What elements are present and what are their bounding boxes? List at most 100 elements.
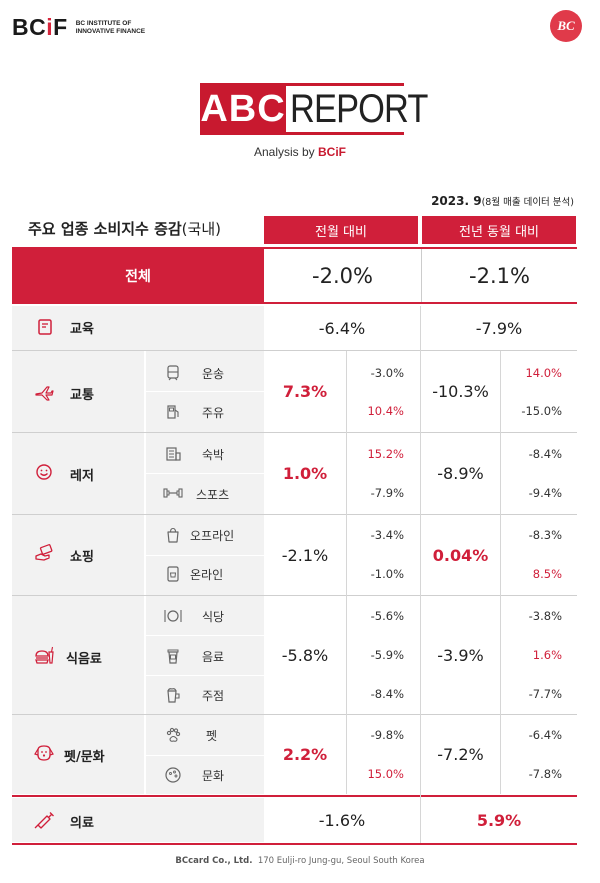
pet-sub1-mom: -9.8% (370, 728, 404, 742)
total-label: 전체 (12, 249, 264, 302)
sub-row-line (146, 675, 264, 676)
pet-sub1-yoy: -6.4% (528, 728, 562, 742)
food-sub3-mom: -8.4% (370, 687, 404, 701)
pet-mom: 2.2% (282, 745, 328, 764)
total-yoy: -2.1% (469, 263, 530, 288)
sub-label-food-1: 식당 (202, 610, 225, 624)
leisure-sub1-yoy: -8.4% (528, 447, 562, 461)
sub-row-line (146, 473, 264, 474)
hotel-icon (162, 443, 184, 465)
sub-row-line (146, 391, 264, 392)
medical-mom: -1.6% (318, 810, 366, 830)
culture-icon (162, 764, 184, 786)
food-sub2-mom: -5.9% (370, 648, 404, 662)
dog-icon (32, 742, 56, 764)
pet-sub2-mom: 15.0% (367, 767, 404, 781)
analysis-by: Analysis by BCiF (253, 145, 347, 159)
shopping-sub1-mom: -3.4% (370, 528, 404, 542)
leisure-sub1-mom: 15.2% (367, 447, 404, 461)
report-date: 2023. 9(8월 매출 데이터 분석) (431, 194, 574, 208)
sub-label-shopping-2: 온라인 (190, 568, 224, 582)
sub-label-leisure-1: 숙박 (202, 448, 225, 462)
train-icon (162, 362, 184, 384)
syringe-icon (32, 809, 56, 831)
abc-report-title: ABC REPORT (200, 80, 428, 138)
bc-card-logo: BC (550, 10, 582, 42)
sub-label-shopping-1: 오프라인 (190, 529, 235, 543)
yoy-sub-divider (500, 351, 501, 794)
col-header-mom: 전월 대비 (264, 216, 418, 244)
education-mom: -6.4% (318, 318, 366, 338)
food-sub1-yoy: -3.8% (528, 609, 562, 623)
sub-divider (144, 351, 146, 794)
mobile-shop-icon (162, 563, 184, 585)
transport-mom: 7.3% (282, 382, 328, 401)
col-header-yoy: 전년 동월 대비 (422, 216, 576, 244)
food-sub2-yoy: 1.6% (532, 648, 562, 662)
footer: BCcard Co., Ltd. 170 Eulji-ro Jung-gu, S… (175, 856, 425, 866)
transport-sub2-mom: 10.4% (367, 404, 404, 418)
plate-icon (162, 605, 184, 627)
col-divider (420, 306, 421, 843)
total-mom: -2.0% (264, 249, 422, 302)
mom-sub-divider (346, 351, 347, 794)
education-label: 교육 (70, 322, 94, 337)
food-sub3-yoy: -7.7% (528, 687, 562, 701)
row-line (12, 714, 577, 715)
shopping-bag-icon (162, 524, 184, 546)
bcif-brand: BCiF BC INSTITUTE OF INNOVATIVE FINANCE (12, 14, 146, 41)
sub-row-line (146, 755, 264, 756)
sub-label-transport-2: 주유 (202, 406, 225, 420)
table-title: 주요 업종 소비지수 증감(국내) (28, 220, 221, 238)
transport-sub2-yoy: -15.0% (521, 404, 562, 418)
shopping-sub2-mom: -1.0% (370, 567, 404, 581)
food-sub1-mom: -5.6% (370, 609, 404, 623)
fuel-icon (162, 401, 184, 423)
medical-label: 의료 (70, 816, 94, 831)
leisure-mom: 1.0% (282, 464, 328, 483)
transport-sub1-yoy: 14.0% (525, 366, 562, 380)
sub-row-line (146, 555, 264, 556)
bcif-logo: BCiF (12, 14, 68, 40)
sub-row-line (146, 635, 264, 636)
sub-label-transport-1: 운송 (202, 367, 225, 381)
bcif-subtitle: BC INSTITUTE OF INNOVATIVE FINANCE (75, 19, 146, 35)
pet-sub2-yoy: -7.8% (528, 767, 562, 781)
food-yoy: -3.9% (437, 645, 484, 665)
row-line-accent (12, 795, 577, 797)
transport-yoy: -10.3% (432, 382, 489, 401)
title-rule-bottom (286, 132, 404, 135)
beer-icon (162, 684, 184, 706)
pet-bg (12, 715, 264, 794)
sub-label-pet-2: 문화 (202, 769, 225, 783)
coffee-cup-icon (162, 645, 184, 667)
shopping-label: 쇼핑 (70, 550, 94, 565)
report-word: REPORT (290, 87, 428, 131)
airplane-icon (32, 381, 56, 405)
education-bg (12, 306, 264, 350)
food-label: 식음료 (66, 652, 102, 667)
paw-icon (162, 724, 184, 746)
leisure-yoy: -8.9% (437, 464, 484, 483)
leisure-sub2-yoy: -9.4% (528, 486, 562, 500)
transport-label: 교통 (70, 388, 94, 403)
smile-icon (33, 461, 55, 483)
sub-label-food-3: 주점 (202, 689, 225, 703)
pet-label: 펫/문화 (64, 750, 105, 765)
shopping-mom: -2.1% (281, 545, 329, 565)
sub-label-leisure-2: 스포츠 (196, 488, 230, 502)
dumbbell-icon (160, 482, 186, 504)
food-mom: -5.8% (281, 645, 329, 665)
medical-bg (12, 798, 264, 842)
table-bottom-line (12, 843, 577, 845)
medical-yoy: 5.9% (476, 810, 522, 830)
transport-sub1-mom: -3.0% (370, 366, 404, 380)
sub-label-food-2: 음료 (202, 650, 225, 664)
shopping-sub1-yoy: -8.3% (528, 528, 562, 542)
education-yoy: -7.9% (475, 318, 523, 338)
leisure-sub2-mom: -7.9% (370, 486, 404, 500)
food-bg (12, 596, 264, 714)
row-line (12, 514, 577, 515)
card-payment-icon (33, 542, 55, 564)
row-line (12, 432, 577, 433)
